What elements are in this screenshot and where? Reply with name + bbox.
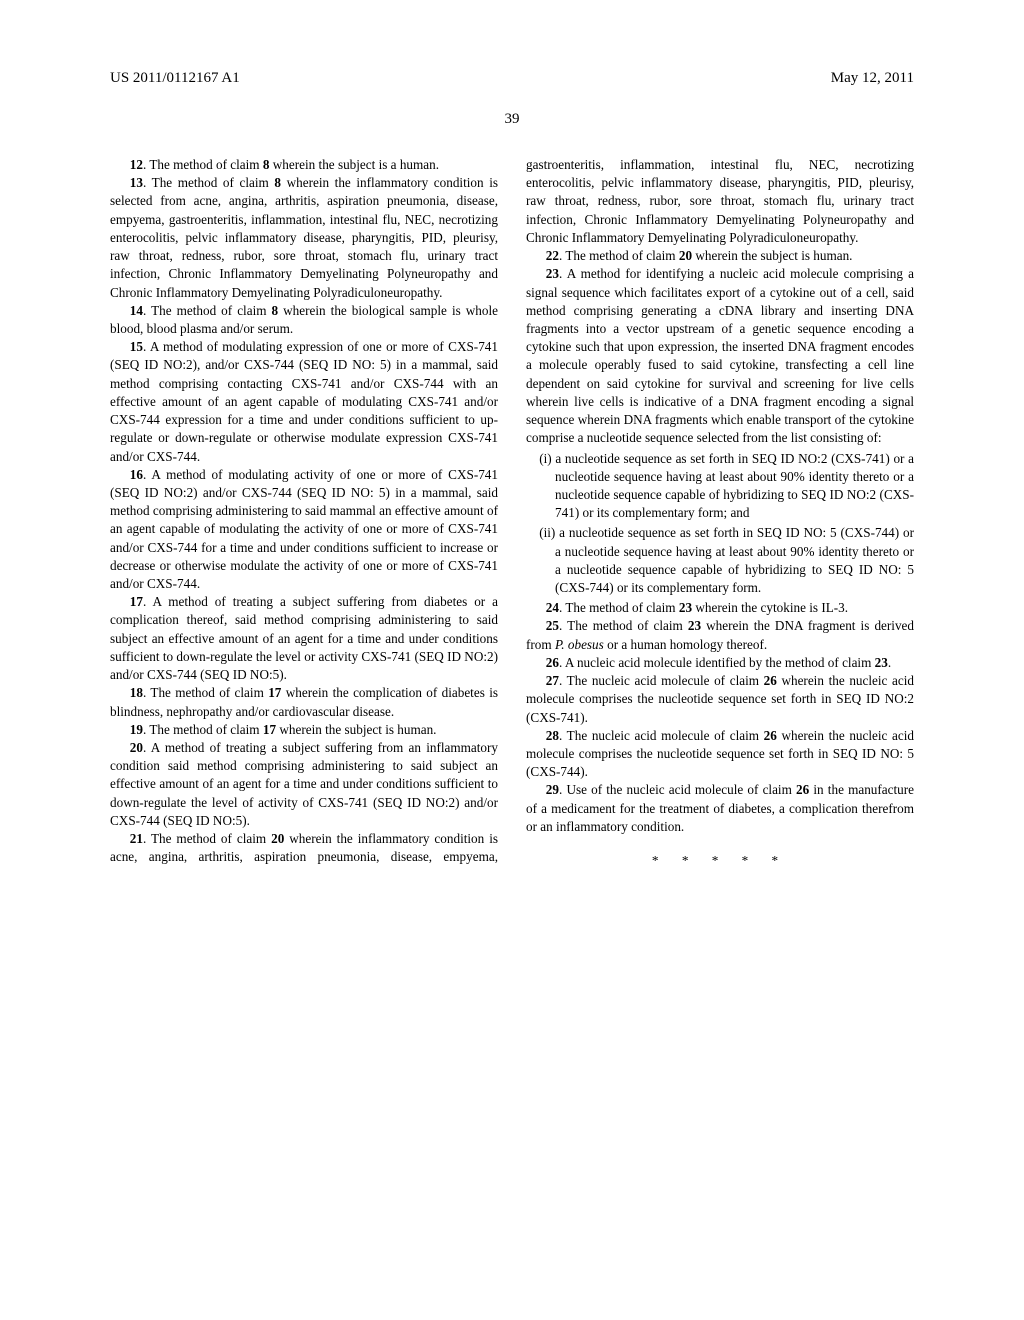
- claim-number: 23: [546, 266, 559, 281]
- claim-number: 13: [130, 175, 143, 190]
- claim-13: 13. The method of claim 8 wherein the in…: [110, 174, 498, 302]
- claim-23-sub-i: (i) a nucleotide sequence as set forth i…: [555, 450, 914, 523]
- claim-text: . A method of treating a subject sufferi…: [110, 594, 498, 682]
- claim-ref: 8: [274, 175, 281, 190]
- claims-body: 12. The method of claim 8 wherein the su…: [110, 156, 914, 875]
- claim-number: 26: [546, 655, 559, 670]
- claim-ref: 20: [271, 831, 284, 846]
- claim-number: 14: [130, 303, 143, 318]
- claim-19: 19. The method of claim 17 wherein the s…: [110, 721, 498, 739]
- claim-text: . A method of modulating activity of one…: [110, 467, 498, 591]
- claim-number: 15: [130, 339, 143, 354]
- claim-tail: wherein the subject is human.: [692, 248, 852, 263]
- claim-number: 27: [546, 673, 559, 688]
- claim-ref: 20: [679, 248, 692, 263]
- claim-text: . Use of the nucleic acid molecule of cl…: [559, 782, 796, 797]
- claim-ref: 23: [875, 655, 888, 670]
- claim-ref: 23: [688, 618, 701, 633]
- claim-tail-post: or a human homology thereof.: [604, 637, 767, 652]
- claim-25: 25. The method of claim 23 wherein the D…: [526, 617, 914, 653]
- claim-12: 12. The method of claim 8 wherein the su…: [110, 156, 498, 174]
- claim-text: . The method of claim: [143, 722, 263, 737]
- page-number: 39: [110, 111, 914, 128]
- claim-27: 27. The nucleic acid molecule of claim 2…: [526, 672, 914, 727]
- claim-14: 14. The method of claim 8 wherein the bi…: [110, 302, 498, 338]
- claim-ref: 26: [764, 728, 777, 743]
- claim-ref: 26: [796, 782, 809, 797]
- claim-23-sub-ii: (ii) a nucleotide sequence as set forth …: [555, 524, 914, 597]
- claim-number: 25: [546, 618, 559, 633]
- claim-ref: 26: [764, 673, 777, 688]
- claim-ref: 17: [268, 685, 281, 700]
- claim-text: . The method of claim: [559, 600, 679, 615]
- claim-number: 16: [130, 467, 143, 482]
- claim-28: 28. The nucleic acid molecule of claim 2…: [526, 727, 914, 782]
- claim-29: 29. Use of the nucleic acid molecule of …: [526, 781, 914, 836]
- claim-tail: wherein the inflammatory condition is se…: [110, 175, 498, 299]
- claim-18: 18. The method of claim 17 wherein the c…: [110, 684, 498, 720]
- claim-text: . The method of claim: [143, 303, 272, 318]
- patent-page: US 2011/0112167 A1 May 12, 2011 39 12. T…: [0, 0, 1024, 1320]
- species-name: P. obesus: [555, 637, 604, 652]
- claim-tail: .: [888, 655, 891, 670]
- claim-text: . The method of claim: [143, 157, 263, 172]
- claim-ref: 17: [263, 722, 276, 737]
- claim-text: . The method of claim: [559, 248, 679, 263]
- claim-number: 21: [130, 831, 143, 846]
- claim-number: 24: [546, 600, 559, 615]
- claim-number: 19: [130, 722, 143, 737]
- claim-tail: wherein the subject is human.: [276, 722, 436, 737]
- claim-text: . The nucleic acid molecule of claim: [559, 728, 764, 743]
- publication-date: May 12, 2011: [831, 70, 914, 87]
- publication-number: US 2011/0112167 A1: [110, 70, 240, 87]
- claim-text: . The method of claim: [559, 618, 688, 633]
- claim-17: 17. A method of treating a subject suffe…: [110, 593, 498, 684]
- claim-tail: wherein the cytokine is IL-3.: [692, 600, 848, 615]
- claim-20: 20. A method of treating a subject suffe…: [110, 739, 498, 830]
- claim-text: . The method of claim: [143, 175, 274, 190]
- claim-15: 15. A method of modulating expression of…: [110, 338, 498, 466]
- claim-text: . A method of treating a subject sufferi…: [110, 740, 498, 828]
- claim-16: 16. A method of modulating activity of o…: [110, 466, 498, 594]
- claim-number: 18: [130, 685, 143, 700]
- claim-text: . The method of claim: [143, 685, 268, 700]
- claim-text: . A nucleic acid molecule identified by …: [559, 655, 875, 670]
- claim-text: . A method of modulating expression of o…: [110, 339, 498, 463]
- claim-number: 20: [130, 740, 143, 755]
- claim-text: . The nucleic acid molecule of claim: [559, 673, 764, 688]
- claim-number: 17: [130, 594, 143, 609]
- claim-text: . A method for identifying a nucleic aci…: [526, 266, 914, 445]
- claim-22: 22. The method of claim 20 wherein the s…: [526, 247, 914, 265]
- claim-23: 23. A method for identifying a nucleic a…: [526, 265, 914, 447]
- claim-24: 24. The method of claim 23 wherein the c…: [526, 599, 914, 617]
- page-header: US 2011/0112167 A1 May 12, 2011: [110, 70, 914, 87]
- claim-text: . The method of claim: [143, 831, 271, 846]
- claim-number: 29: [546, 782, 559, 797]
- claim-26: 26. A nucleic acid molecule identified b…: [526, 654, 914, 672]
- claim-number: 12: [130, 157, 143, 172]
- claim-number: 22: [546, 248, 559, 263]
- claim-tail: wherein the subject is a human.: [269, 157, 439, 172]
- claim-number: 28: [546, 728, 559, 743]
- end-marks: * * * * *: [526, 852, 914, 870]
- claim-ref: 23: [679, 600, 692, 615]
